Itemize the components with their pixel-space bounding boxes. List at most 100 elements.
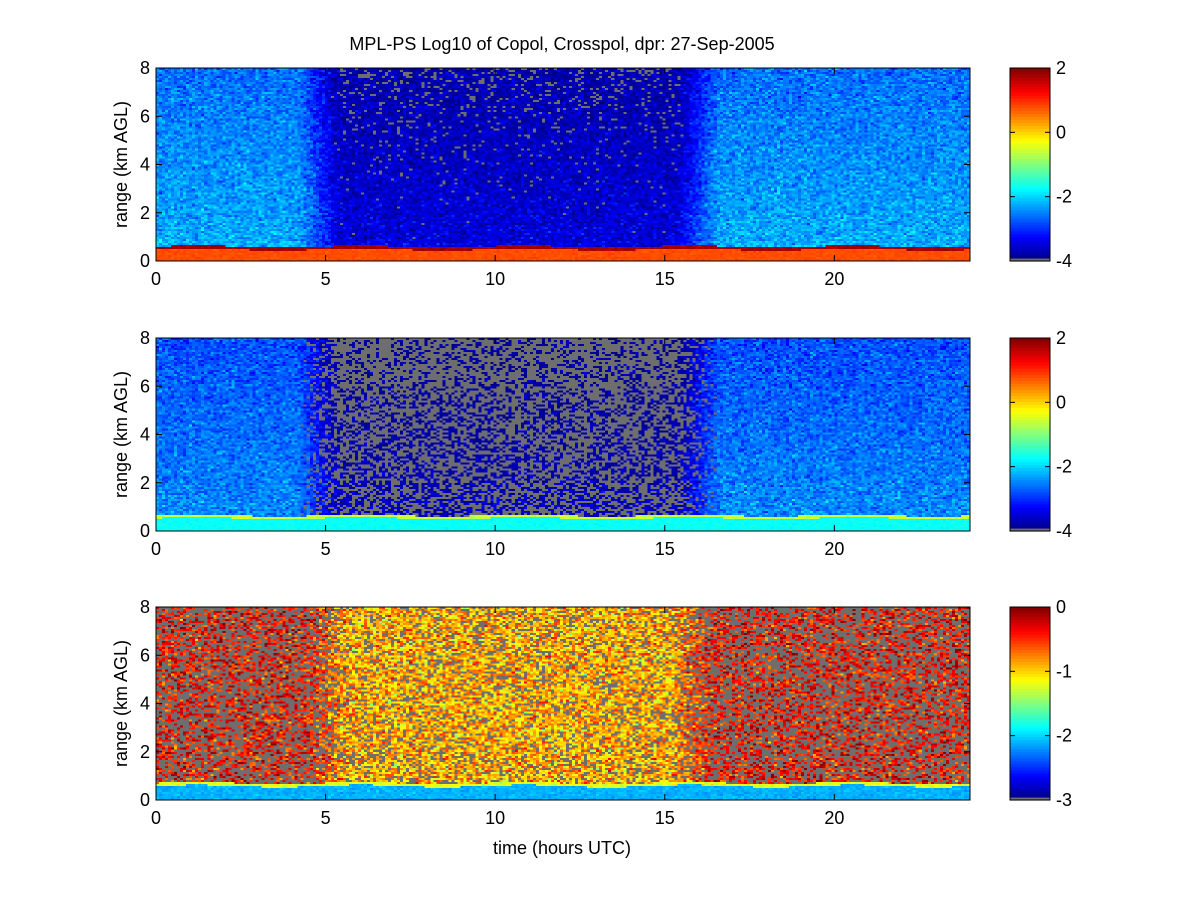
colorbar-swatch	[1010, 796, 1050, 801]
colorbar-swatch	[1010, 634, 1050, 638]
colorbar-swatch	[1010, 128, 1050, 132]
colorbar-tick-label: 2	[1056, 328, 1066, 348]
colorbar-swatch	[1010, 206, 1050, 211]
colorbar: -4 -2 0 2	[1009, 328, 1072, 541]
colorbar-swatch	[1010, 697, 1050, 702]
y-tick-label: 2	[140, 742, 150, 762]
x-tick-label: 0	[151, 539, 161, 559]
colorbar-swatch	[1010, 68, 1050, 72]
colorbar-swatch	[1010, 185, 1050, 190]
colorbar-swatch	[1010, 200, 1050, 205]
colorbar-swatch	[1010, 485, 1050, 490]
colorbar-tick-label: -2	[1056, 187, 1072, 207]
colorbar: -4 -2 0 2	[1009, 58, 1072, 271]
colorbar-swatch	[1010, 89, 1050, 93]
x-tick-label: 15	[655, 539, 675, 559]
colorbar-swatch	[1010, 712, 1050, 717]
colorbar-swatch	[1010, 221, 1050, 226]
colorbar-swatch	[1010, 440, 1050, 445]
colorbar-swatch	[1010, 104, 1050, 108]
colorbar-swatch	[1010, 230, 1050, 235]
colorbar-swatch	[1010, 242, 1050, 247]
colorbar-swatch	[1010, 721, 1050, 726]
y-tick-label: 4	[140, 694, 150, 714]
colorbar-swatch	[1010, 236, 1050, 241]
colorbar-swatch	[1010, 461, 1050, 466]
colorbar-swatch	[1010, 512, 1050, 517]
colorbar-swatch	[1010, 431, 1050, 436]
colorbar-swatch	[1010, 673, 1050, 677]
x-axis-label: time (hours UTC)	[493, 838, 631, 858]
colorbar-swatch	[1010, 377, 1050, 381]
colorbar-swatch	[1010, 167, 1050, 172]
colorbar-swatch	[1010, 778, 1050, 783]
colorbar-swatch	[1010, 500, 1050, 505]
x-tick-label: 0	[151, 269, 161, 289]
colorbar-swatch	[1010, 368, 1050, 372]
colorbar-swatch	[1010, 661, 1050, 665]
colorbar-swatch	[1010, 356, 1050, 360]
colorbar-swatch	[1010, 793, 1050, 798]
colorbar-swatch	[1010, 739, 1050, 744]
colorbar-swatch	[1010, 733, 1050, 738]
y-tick-label: 6	[140, 645, 150, 665]
colorbar-frame	[1009, 606, 1051, 801]
colorbar-swatch	[1010, 341, 1050, 345]
colorbar-swatch	[1010, 203, 1050, 208]
y-axis-label: range (km AGL)	[111, 371, 131, 498]
colorbar-swatch	[1010, 386, 1050, 390]
colorbar-swatch	[1010, 98, 1050, 102]
x-tick-label: 20	[824, 269, 844, 289]
y-axis-label: range (km AGL)	[111, 101, 131, 228]
colorbar-swatch	[1010, 503, 1050, 508]
colorbar-swatch	[1010, 251, 1050, 256]
colorbar-swatch	[1010, 491, 1050, 496]
colorbar-swatch	[1010, 164, 1050, 169]
colorbar-swatch	[1010, 443, 1050, 448]
colorbar-swatch	[1010, 131, 1050, 135]
colorbar-swatch	[1010, 179, 1050, 184]
colorbar-swatch	[1010, 116, 1050, 120]
colorbar-swatch	[1010, 173, 1050, 178]
colorbar-swatch	[1010, 392, 1050, 396]
colorbar-swatch	[1010, 682, 1050, 687]
colorbar-swatch	[1010, 518, 1050, 523]
colorbar-swatch	[1010, 380, 1050, 384]
colorbar-swatch	[1010, 703, 1050, 708]
colorbar-swatch	[1010, 694, 1050, 699]
colorbar-swatch	[1010, 628, 1050, 632]
colorbar-swatch	[1010, 83, 1050, 87]
colorbar-swatch	[1010, 515, 1050, 520]
colorbar-swatch	[1010, 676, 1050, 680]
colorbar-swatch	[1010, 625, 1050, 629]
colorbar-swatch	[1010, 134, 1050, 138]
colorbar-swatch	[1010, 404, 1050, 408]
y-tick-label: 0	[140, 790, 150, 810]
colorbar-swatch	[1010, 619, 1050, 623]
y-tick-label: 6	[140, 376, 150, 396]
colorbar-swatch	[1010, 476, 1050, 481]
colorbar-tick-label: 0	[1056, 122, 1066, 142]
colorbar-swatch	[1010, 191, 1050, 196]
colorbar-swatch	[1010, 763, 1050, 768]
x-tick-label: 15	[655, 808, 675, 828]
colorbar-swatch	[1010, 664, 1050, 668]
x-tick-label: 0	[151, 808, 161, 828]
colorbar-swatch	[1010, 188, 1050, 193]
colorbar-swatch	[1010, 215, 1050, 220]
colorbar-swatch	[1010, 700, 1050, 705]
colorbar-swatch	[1010, 218, 1050, 223]
colorbar-swatch	[1010, 787, 1050, 792]
colorbar-swatch	[1010, 434, 1050, 439]
colorbar-swatch	[1010, 775, 1050, 780]
y-tick-label: 0	[140, 251, 150, 271]
colorbar-swatch	[1010, 224, 1050, 229]
colorbar-swatch	[1010, 227, 1050, 232]
colorbar-swatch	[1010, 212, 1050, 217]
colorbar-swatch	[1010, 194, 1050, 199]
colorbar-swatch	[1010, 709, 1050, 714]
colorbar-swatch	[1010, 365, 1050, 369]
colorbar-swatch	[1010, 790, 1050, 795]
x-tick-label: 15	[655, 269, 675, 289]
